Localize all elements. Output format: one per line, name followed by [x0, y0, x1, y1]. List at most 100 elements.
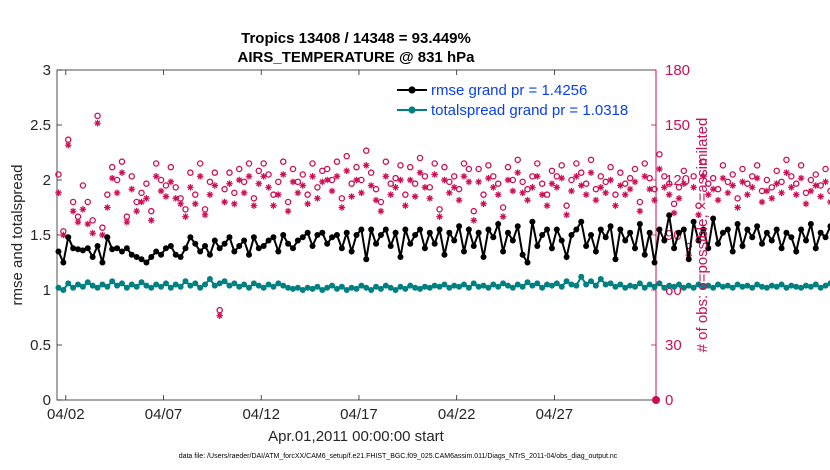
rmse-point: [373, 240, 380, 247]
totalspread-point: [294, 284, 301, 291]
obs-assimilated-point: [802, 200, 810, 208]
obs-possible-point: [617, 169, 624, 176]
obs-possible-point: [568, 176, 575, 184]
obs-possible-point: [577, 169, 585, 176]
obs-assimilated-point: [714, 196, 722, 204]
rmse-point: [798, 226, 805, 233]
totalspread-point: [314, 283, 321, 290]
rmse-point: [602, 234, 609, 241]
obs-assimilated-point: [553, 184, 561, 191]
obs-possible-point: [441, 163, 448, 171]
totalspread-point: [656, 280, 663, 287]
rmse-point: [94, 243, 101, 249]
obs-assimilated-point: [177, 200, 184, 208]
totalspread-point: [480, 282, 487, 289]
obs-assimilated-point: [636, 207, 644, 215]
rmse-point: [104, 234, 111, 241]
rmse-point: [519, 251, 526, 258]
obs-assimilated-point: [255, 180, 263, 187]
totalspread-point: [456, 283, 463, 290]
obs-assimilated-point: [573, 173, 580, 180]
totalspread-point: [426, 284, 433, 291]
totalspread-point: [612, 283, 619, 290]
rmse-point: [231, 248, 238, 255]
obs-assimilated-point: [162, 193, 170, 200]
totalspread-point: [114, 282, 121, 289]
obs-assimilated-point: [147, 217, 155, 224]
obs-possible-point: [255, 167, 263, 175]
rmse-point: [480, 254, 487, 260]
obs-assimilated-point: [480, 200, 487, 208]
totalspread-point: [246, 284, 253, 291]
rmse-point: [436, 226, 443, 233]
right-tick-label: 150: [665, 117, 690, 134]
chart-title-line-2: AIRS_TEMPERATURE @ 831 hPa: [238, 49, 476, 66]
obs-possible-point: [231, 189, 238, 197]
totalspread-point: [304, 284, 311, 291]
rmse-point: [685, 256, 692, 263]
totalspread-point: [661, 284, 668, 291]
obs-assimilated-point: [299, 182, 307, 189]
obs-possible-point: [348, 180, 355, 187]
rmse-point: [211, 237, 218, 244]
totalspread-point: [666, 282, 673, 289]
obs-assimilated-point: [187, 184, 194, 191]
rmse-point: [275, 248, 282, 255]
rmse-point: [558, 237, 565, 244]
obs-assimilated-point: [84, 220, 92, 228]
obs-assimilated-point: [323, 176, 331, 184]
rmse-point: [55, 248, 62, 255]
obs-assimilated-point: [294, 189, 302, 197]
totalspread-point: [446, 284, 453, 291]
totalspread-point: [167, 284, 174, 291]
obs-possible-point: [763, 176, 771, 184]
obs-assimilated-point: [426, 195, 434, 202]
totalspread-point: [421, 283, 428, 290]
obs-assimilated-point: [411, 193, 419, 200]
rmse-point: [451, 237, 458, 244]
obs-assimilated-point: [617, 182, 624, 189]
rmse-point: [118, 248, 125, 255]
totalspread-point: [265, 281, 272, 288]
obs-assimilated-point: [333, 173, 341, 180]
totalspread-point: [377, 285, 384, 292]
totalspread-point: [172, 281, 179, 288]
rmse-point: [700, 226, 707, 233]
rmse-point: [158, 251, 165, 258]
rmse-point: [490, 234, 497, 241]
rmse-point: [827, 223, 830, 230]
obs-possible-point: [480, 191, 487, 198]
totalspread-point: [280, 282, 287, 289]
totalspread-point: [373, 283, 380, 290]
rmse-point: [778, 245, 785, 252]
obs-assimilated-point: [494, 191, 502, 198]
totalspread-point: [690, 284, 697, 291]
obs-possible-point: [84, 198, 92, 206]
rmse-point: [343, 229, 350, 236]
rmse-series: [55, 212, 830, 266]
rmse-point: [304, 229, 311, 236]
totalspread-point: [402, 285, 409, 292]
legend-spread-marker: [408, 106, 416, 114]
obs-possible-point: [783, 156, 790, 164]
rmse-point: [622, 237, 629, 244]
rmse-point: [695, 237, 702, 244]
rmse-point: [656, 226, 663, 233]
obs-possible-point: [304, 191, 311, 198]
totalspread-point: [817, 284, 824, 291]
obs-possible-point: [465, 165, 473, 173]
obs-possible-point: [416, 154, 424, 162]
obs-assimilated-point: [152, 173, 160, 180]
totalspread-point: [123, 284, 130, 291]
rmse-point: [563, 254, 570, 260]
totalspread-point: [734, 281, 741, 288]
obs-possible-point: [626, 174, 634, 182]
obs-assimilated-point: [265, 184, 272, 191]
obs-assimilated-point: [157, 187, 165, 195]
rmse-point: [382, 226, 389, 233]
rmse-point: [788, 234, 795, 241]
obs-assimilated-point: [538, 191, 546, 198]
obs-assimilated-point: [504, 176, 512, 184]
obs-assimilated-point: [792, 191, 800, 198]
rmse-point: [807, 221, 814, 227]
